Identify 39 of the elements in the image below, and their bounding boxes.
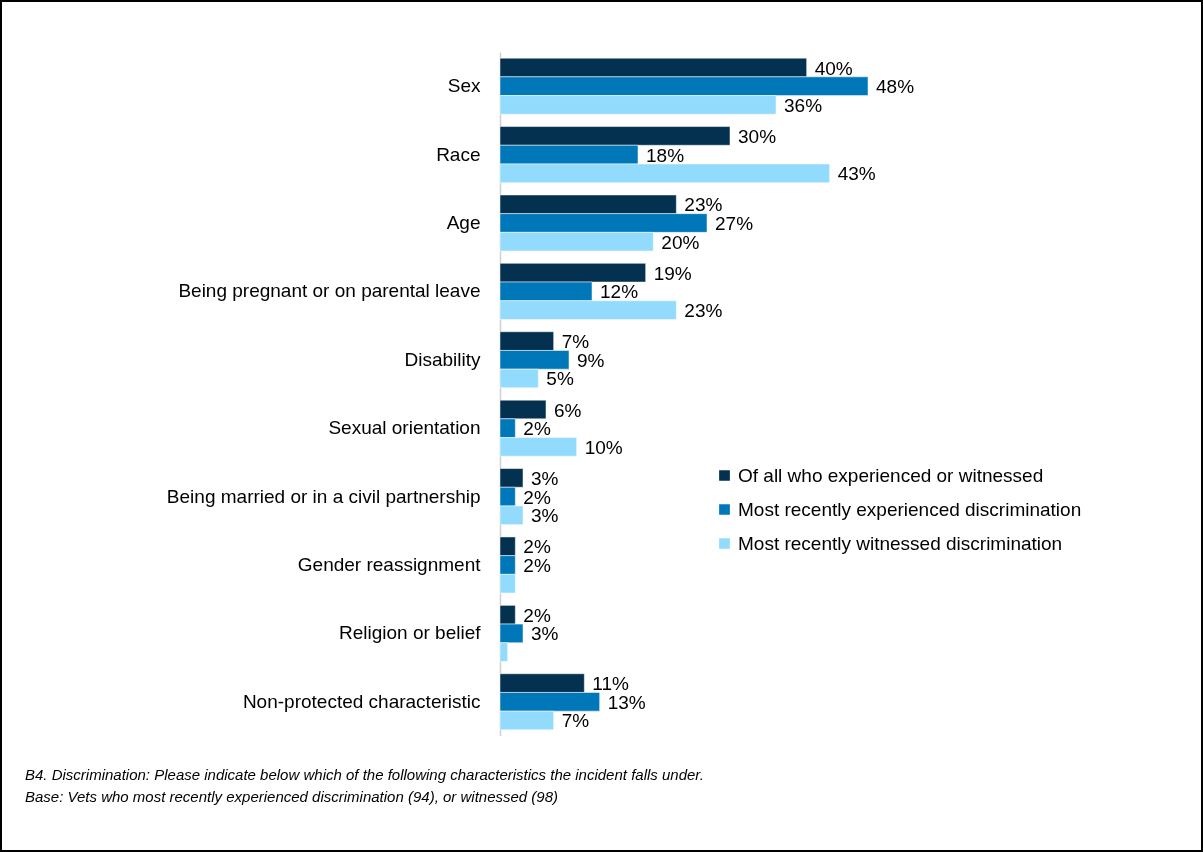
data-label: 40%: [814, 57, 853, 79]
y-tick-label: Disability: [404, 348, 481, 370]
y-tick-label: Sexual orientation: [328, 417, 481, 439]
text: Base: Vets who most recently experienced discrimination (94), or witnessed (98): [25, 787, 559, 807]
data-label: 3%: [531, 505, 559, 527]
data-label: 19%: [653, 262, 692, 284]
y-tick-label: Religion or belief: [338, 622, 482, 644]
data-label: 2%: [523, 604, 551, 626]
data-label: 30%: [738, 125, 777, 147]
data-label: 36%: [784, 94, 823, 116]
y-tick-label: Non-protected characteristic: [242, 690, 481, 712]
data-label: 23%: [684, 194, 723, 216]
data-label: 6%: [554, 399, 582, 421]
y-tick-label: Gender reassignment: [297, 554, 482, 575]
data-label: 23%: [684, 300, 723, 322]
data-label: 27%: [715, 213, 754, 234]
data-label: 43%: [837, 163, 876, 185]
y-tick-label: Being married or in a civil partnership: [166, 485, 481, 507]
data-label: 2%: [523, 418, 551, 440]
data-label: 12%: [600, 281, 639, 303]
data-label: 18%: [646, 144, 685, 166]
data-label: 2%: [523, 536, 551, 558]
data-label: 48%: [876, 76, 915, 98]
data-label: 5%: [546, 368, 574, 390]
data-label: 2%: [523, 555, 551, 576]
y-tick-label: Race: [436, 143, 481, 165]
legend-label: Of all who experienced or witnessed: [738, 464, 1044, 486]
data-label: 7%: [561, 710, 590, 732]
data-label: 3%: [531, 623, 559, 645]
y-tick-label: Sex: [447, 75, 481, 97]
legend-label: Most recently witnessed discrimination: [738, 532, 1063, 554]
legend-label: Most recently experienced discrimination: [738, 498, 1082, 520]
y-tick-label: Being pregnant or on parental leave: [178, 280, 481, 302]
data-label: 10%: [584, 436, 623, 458]
data-label: 20%: [661, 231, 700, 253]
data-label: 2%: [523, 486, 551, 508]
data-label: 3%: [531, 467, 559, 489]
y-tick-label: Age: [446, 212, 481, 233]
text: B4. Discrimination: Please indicate below which of the following characteristics the incident falls under.: [25, 765, 704, 785]
